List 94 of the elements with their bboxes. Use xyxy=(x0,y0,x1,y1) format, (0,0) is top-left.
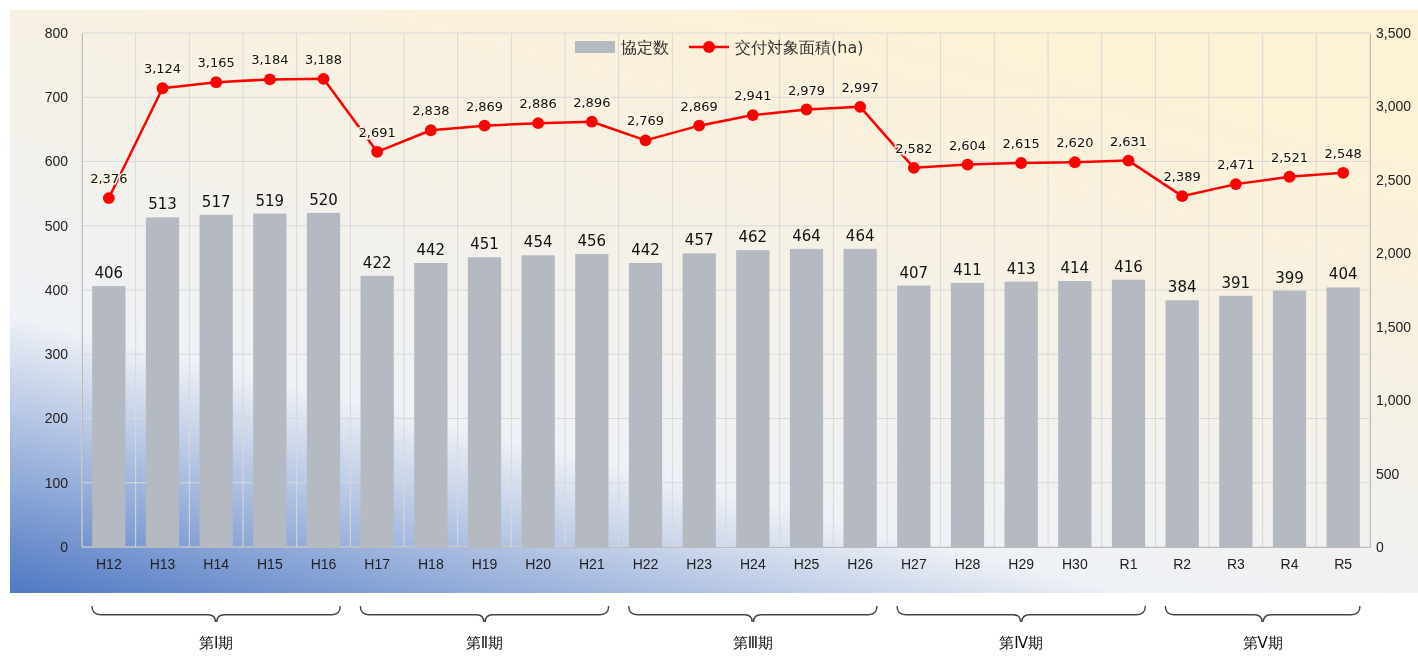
y-tick-label: 700 xyxy=(44,89,69,106)
x-tick-label: H24 xyxy=(739,555,766,572)
data-label: 2,838 xyxy=(412,103,450,119)
data-label: 2,769 xyxy=(626,113,665,129)
data-label: 2,582 xyxy=(895,140,933,156)
y2-tick-label: 1,000 xyxy=(1376,392,1412,409)
y-tick-label: 0 xyxy=(60,538,69,555)
data-label: 2,389 xyxy=(1163,169,1201,185)
legend-label: 協定数 xyxy=(621,38,669,57)
y2-tick-label: 3,000 xyxy=(1376,98,1412,115)
y2-tick-label: 500 xyxy=(1376,465,1400,482)
x-tick-label: H17 xyxy=(364,555,391,572)
data-label: 513 xyxy=(148,195,177,214)
data-label: 2,631 xyxy=(1109,133,1148,149)
data-label: 422 xyxy=(362,253,392,272)
x-tick-label: H20 xyxy=(525,555,552,572)
x-tick-label: H30 xyxy=(1061,555,1088,572)
data-label: 414 xyxy=(1060,259,1090,278)
x-tick-label: H14 xyxy=(203,555,230,572)
y2-tick-label: 2,500 xyxy=(1376,171,1412,188)
data-label: 384 xyxy=(1167,278,1197,297)
data-label: 2,471 xyxy=(1217,157,1255,173)
data-label: 2,869 xyxy=(465,98,504,114)
data-label: 519 xyxy=(255,191,285,210)
x-tick-label: H26 xyxy=(847,555,874,572)
x-tick-label: R1 xyxy=(1119,555,1138,572)
data-label: 451 xyxy=(470,235,499,254)
data-label: 2,521 xyxy=(1270,149,1309,165)
data-label: 520 xyxy=(309,190,338,209)
data-label: 2,979 xyxy=(787,82,826,98)
x-tick-label: H22 xyxy=(632,555,659,572)
x-tick-label: R2 xyxy=(1173,555,1192,572)
data-label: 454 xyxy=(523,233,553,252)
y-tick-label: 400 xyxy=(44,281,69,298)
data-label: 399 xyxy=(1275,268,1304,287)
data-label: 2,941 xyxy=(734,88,772,104)
y-tick-label: 500 xyxy=(44,217,69,234)
data-label: 2,615 xyxy=(1002,135,1040,151)
data-label: 442 xyxy=(416,241,446,260)
y-tick-label: 100 xyxy=(44,474,69,491)
x-tick-label: H18 xyxy=(417,555,444,572)
data-label: 2,896 xyxy=(573,94,611,110)
data-label: 3,165 xyxy=(197,55,235,71)
data-label: 391 xyxy=(1221,273,1251,292)
data-label: 416 xyxy=(1114,257,1143,276)
data-label: 2,604 xyxy=(948,137,987,153)
data-label: 464 xyxy=(792,226,821,245)
data-label: 2,620 xyxy=(1056,135,1094,151)
data-label: 457 xyxy=(684,231,714,250)
y2-tick-label: 2,000 xyxy=(1376,245,1412,262)
data-label: 2,548 xyxy=(1324,145,1362,161)
data-label: 3,184 xyxy=(251,52,289,68)
y2-tick-label: 0 xyxy=(1376,538,1384,555)
data-label: 456 xyxy=(577,232,607,251)
data-label: 2,869 xyxy=(680,98,718,114)
text: 第Ⅲ期 xyxy=(732,634,774,652)
y-tick-label: 600 xyxy=(44,153,69,170)
data-label: 2,997 xyxy=(841,79,879,95)
x-tick-label: H16 xyxy=(310,555,337,572)
data-label: 442 xyxy=(631,241,660,260)
data-label: 3,124 xyxy=(143,61,182,77)
text: 第Ⅳ期 xyxy=(999,634,1044,652)
text: 第Ⅴ期 xyxy=(1242,634,1283,652)
data-label: 406 xyxy=(94,264,124,283)
x-tick-label: H21 xyxy=(578,555,605,572)
x-tick-label: R4 xyxy=(1280,555,1299,572)
x-tick-label: H28 xyxy=(954,555,981,572)
x-tick-label: R3 xyxy=(1226,555,1245,572)
x-tick-label: H19 xyxy=(471,555,498,572)
data-label: 404 xyxy=(1328,265,1358,284)
data-label: 462 xyxy=(738,228,768,247)
data-label: 407 xyxy=(899,263,929,282)
legend-label: 交付対象面積(ha) xyxy=(735,38,864,57)
x-tick-label: H12 xyxy=(95,555,122,572)
data-label: 411 xyxy=(953,260,982,279)
data-label: 413 xyxy=(1006,259,1036,278)
data-label: 3,188 xyxy=(304,51,343,67)
y-tick-label: 800 xyxy=(44,24,69,41)
x-tick-label: H29 xyxy=(1008,555,1035,572)
x-tick-label: R5 xyxy=(1334,555,1353,572)
y2-tick-label: 1,500 xyxy=(1376,318,1412,335)
data-label: 2,886 xyxy=(519,96,557,112)
text: 第Ⅱ期 xyxy=(465,634,504,652)
data-label: 464 xyxy=(845,226,875,245)
text: 第Ⅰ期 xyxy=(198,634,234,652)
data-label: 517 xyxy=(201,192,231,211)
x-tick-label: H23 xyxy=(686,555,713,572)
x-tick-label: H25 xyxy=(793,555,820,572)
y2-tick-label: 3,500 xyxy=(1376,24,1412,41)
x-tick-label: H15 xyxy=(256,555,283,572)
x-tick-label: H27 xyxy=(900,555,927,572)
y-tick-label: 200 xyxy=(44,410,69,427)
y-tick-label: 300 xyxy=(44,346,69,363)
x-tick-label: H13 xyxy=(149,555,176,572)
